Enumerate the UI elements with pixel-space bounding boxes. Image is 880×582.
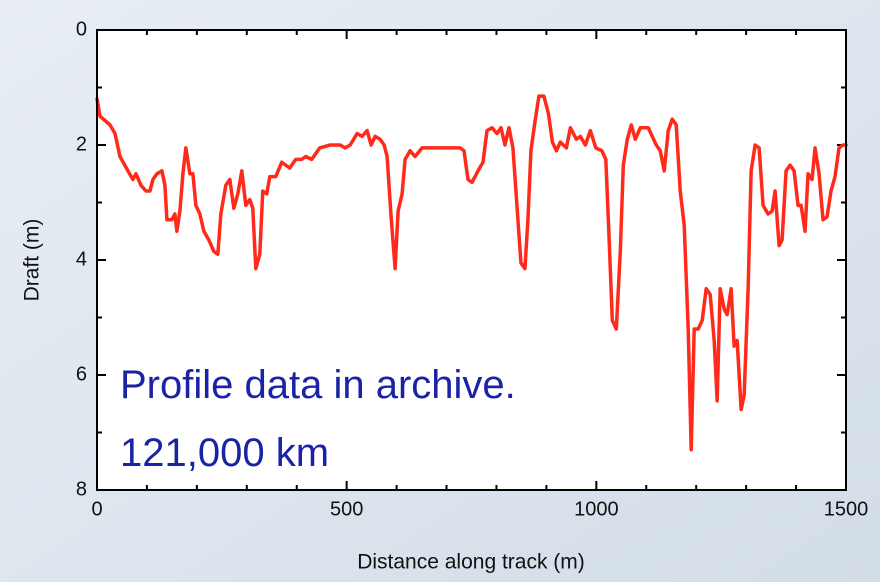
x-tick-label: 500 [330, 498, 363, 520]
y-tick-label: 8 [76, 478, 87, 500]
y-tick-label: 4 [76, 248, 87, 270]
x-tick-label: 1500 [824, 498, 869, 520]
data-line [95, 94, 848, 452]
x-tick-label: 0 [91, 498, 102, 520]
plot-frame [96, 29, 847, 491]
y-tick-label: 0 [76, 18, 87, 40]
x-tick-label: 1000 [574, 498, 619, 520]
annotation: Profile data in archive. [120, 363, 516, 407]
x-axis-label: Distance along track (m) [357, 551, 585, 574]
y-axis-label: Draft (m) [21, 219, 44, 302]
y-tick-label: 6 [76, 363, 87, 385]
y-tick-label: 2 [76, 133, 87, 155]
annotation: 121,000 km [120, 431, 329, 475]
plot-area [97, 30, 846, 490]
